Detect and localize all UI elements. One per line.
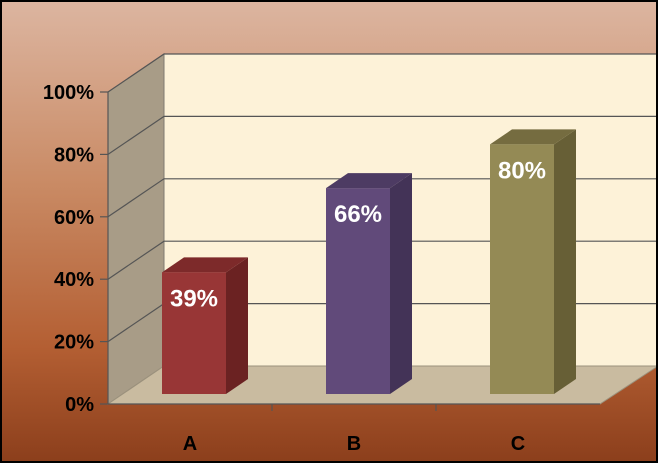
bar-side xyxy=(390,173,412,394)
bar-top xyxy=(326,173,412,189)
side-wall xyxy=(107,53,165,405)
gridline xyxy=(107,115,656,155)
bar xyxy=(326,188,390,394)
y-tick-label: 40% xyxy=(54,269,94,291)
data-label: 66% xyxy=(334,201,382,228)
y-tick-label: 80% xyxy=(54,144,94,166)
x-tick-label: C xyxy=(511,433,525,455)
bar-top xyxy=(162,257,248,273)
y-tick-label: 100% xyxy=(43,82,94,104)
bar xyxy=(490,144,554,394)
y-tick-label: 0% xyxy=(65,394,94,416)
bar-top xyxy=(490,129,576,145)
y-tick-label: 20% xyxy=(54,332,94,354)
x-tick-label: B xyxy=(347,433,361,455)
bar-side xyxy=(554,129,576,394)
y-tick-label: 60% xyxy=(54,207,94,229)
gridline xyxy=(107,53,656,93)
x-tick-label: A xyxy=(183,433,197,455)
bar xyxy=(162,272,226,394)
data-label: 80% xyxy=(498,157,546,184)
data-label: 39% xyxy=(170,285,218,312)
bar-side xyxy=(226,257,248,394)
